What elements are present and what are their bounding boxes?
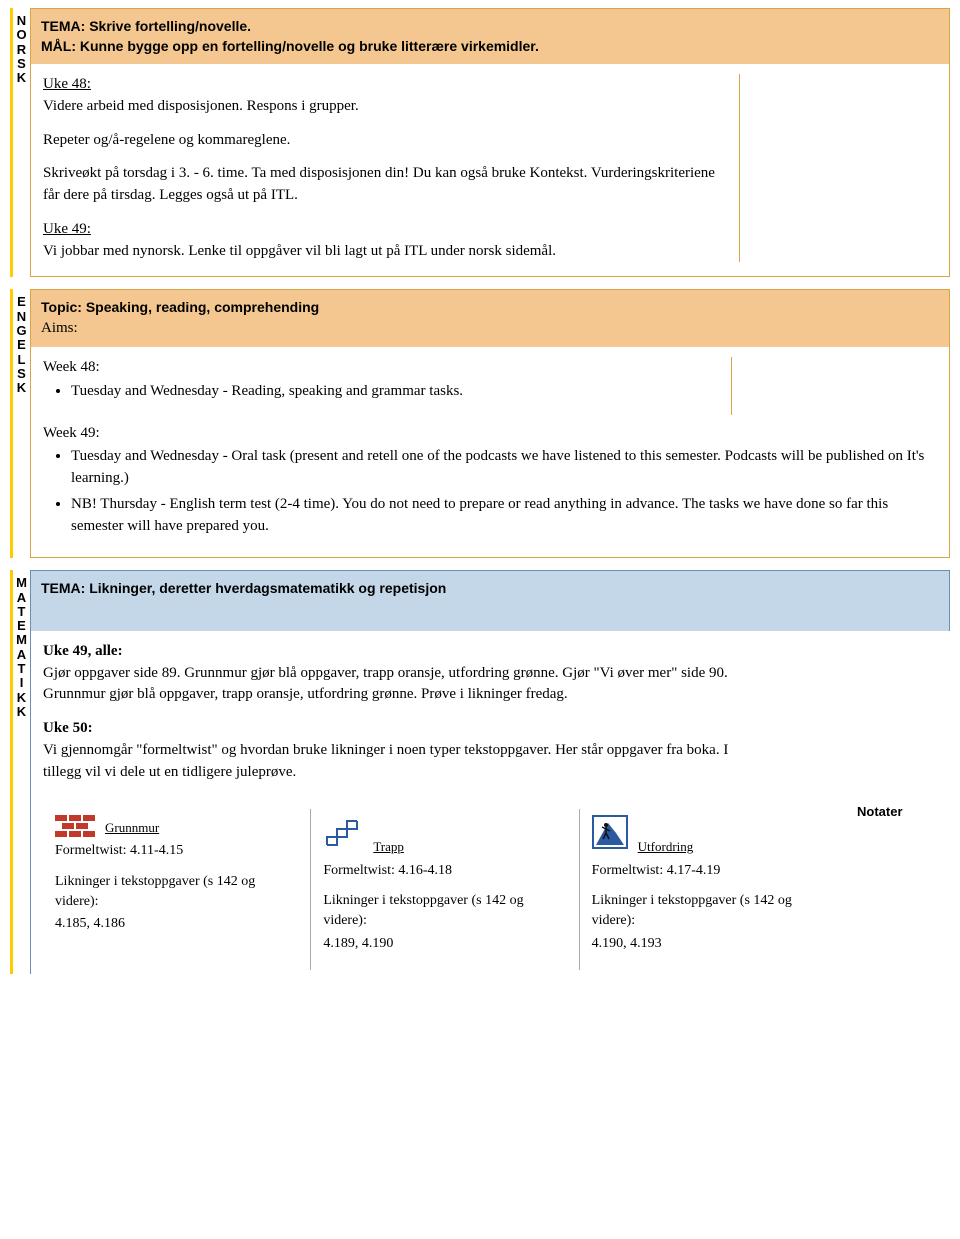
steps-icon — [323, 815, 363, 856]
engelsk-w48-item: Tuesday and Wednesday - Reading, speakin… — [71, 381, 731, 403]
norsk-p3: Skriveøkt på torsdag i 3. - 6. time. Ta … — [43, 163, 729, 207]
norsk-uke49-heading: Uke 49: — [43, 221, 91, 237]
norsk-header: TEMA: Skrive fortelling/novelle. MÅL: Ku… — [31, 9, 949, 64]
trapp-name: Trapp — [373, 838, 404, 857]
engelsk-label: ENGELSK — [10, 289, 30, 558]
levels: Grunnmur Formeltwist: 4.11-4.15 Likninge… — [43, 809, 847, 969]
norsk-content: Uke 48: Videre arbeid med disposisjonen.… — [31, 64, 949, 276]
engelsk-aims: Aims: — [41, 318, 939, 339]
engelsk-section: ENGELSK Topic: Speaking, reading, compre… — [10, 289, 950, 558]
mat-uke50-text: Vi gjennomgår "formeltwist" og hvordan b… — [43, 740, 740, 784]
utfordring-name: Utfordring — [638, 838, 694, 857]
trapp-l3: 4.189, 4.190 — [323, 934, 566, 954]
grunnmur-l3: 4.185, 4.186 — [55, 914, 298, 934]
matematikk-body: TEMA: Likninger, deretter hverdagsmatema… — [30, 570, 950, 974]
notater-label: Notater — [847, 795, 937, 822]
levels-row: Grunnmur Formeltwist: 4.11-4.15 Likninge… — [43, 795, 937, 969]
norsk-uke48-text: Videre arbeid med disposisjonen. Respons… — [43, 98, 359, 114]
norsk-mal: MÅL: Kunne bygge opp en fortelling/novel… — [41, 37, 939, 57]
norsk-section: NORSK TEMA: Skrive fortelling/novelle. M… — [10, 8, 950, 277]
engelsk-content: Week 48: Tuesday and Wednesday - Reading… — [31, 347, 949, 557]
engelsk-w49-item1: Tuesday and Wednesday - Oral task (prese… — [71, 446, 926, 490]
level-trapp: Trapp Formeltwist: 4.16-4.18 Likninger i… — [310, 809, 578, 969]
matematikk-content: Uke 49, alle: Gjør oppgaver side 89. Gru… — [31, 631, 950, 974]
mat-uke49-heading: Uke 49, alle: — [43, 643, 123, 659]
trapp-l2: Likninger i tekstoppgaver (s 142 og vide… — [323, 891, 566, 932]
norsk-label: NORSK — [10, 8, 30, 277]
engelsk-w48-heading: Week 48: — [43, 357, 731, 379]
norsk-uke48-heading: Uke 48: — [43, 76, 91, 92]
engelsk-header: Topic: Speaking, reading, comprehending … — [31, 290, 949, 347]
engelsk-body: Topic: Speaking, reading, comprehending … — [30, 289, 950, 558]
grunnmur-name: Grunnmur — [105, 819, 159, 838]
mat-uke49-text: Gjør oppgaver side 89. Grunnmur gjør blå… — [43, 663, 740, 707]
utfordring-l3: 4.190, 4.193 — [592, 934, 835, 954]
brick-icon — [55, 815, 95, 837]
mat-uke50-heading: Uke 50: — [43, 720, 93, 736]
matematikk-label: MATEMATIKK — [10, 570, 30, 974]
level-grunnmur: Grunnmur Formeltwist: 4.11-4.15 Likninge… — [43, 809, 310, 950]
utfordring-l2: Likninger i tekstoppgaver (s 142 og vide… — [592, 891, 835, 932]
engelsk-w49-heading: Week 49: — [43, 423, 926, 445]
norsk-body: TEMA: Skrive fortelling/novelle. MÅL: Ku… — [30, 8, 950, 277]
matematikk-tema: TEMA: Likninger, deretter hverdagsmatema… — [41, 579, 939, 599]
matematikk-section: MATEMATIKK TEMA: Likninger, deretter hve… — [10, 570, 950, 974]
grunnmur-l2: Likninger i tekstoppgaver (s 142 og vide… — [55, 872, 298, 913]
matematikk-header: TEMA: Likninger, deretter hverdagsmatema… — [31, 571, 950, 631]
engelsk-topic: Topic: Speaking, reading, comprehending — [41, 298, 939, 318]
trapp-l1: Formeltwist: 4.16-4.18 — [323, 861, 566, 881]
norsk-p2: Repeter og/å-regelene og kommareglene. — [43, 130, 729, 152]
climber-icon — [592, 815, 628, 856]
engelsk-w49-item2: NB! Thursday - English term test (2-4 ti… — [71, 494, 926, 538]
grunnmur-l1: Formeltwist: 4.11-4.15 — [55, 841, 298, 861]
utfordring-l1: Formeltwist: 4.17-4.19 — [592, 861, 835, 881]
level-utfordring: Utfordring Formeltwist: 4.17-4.19 Liknin… — [579, 809, 847, 969]
norsk-tema: TEMA: Skrive fortelling/novelle. — [41, 17, 939, 37]
norsk-uke49-text: Vi jobbar med nynorsk. Lenke til oppgåve… — [43, 243, 556, 259]
